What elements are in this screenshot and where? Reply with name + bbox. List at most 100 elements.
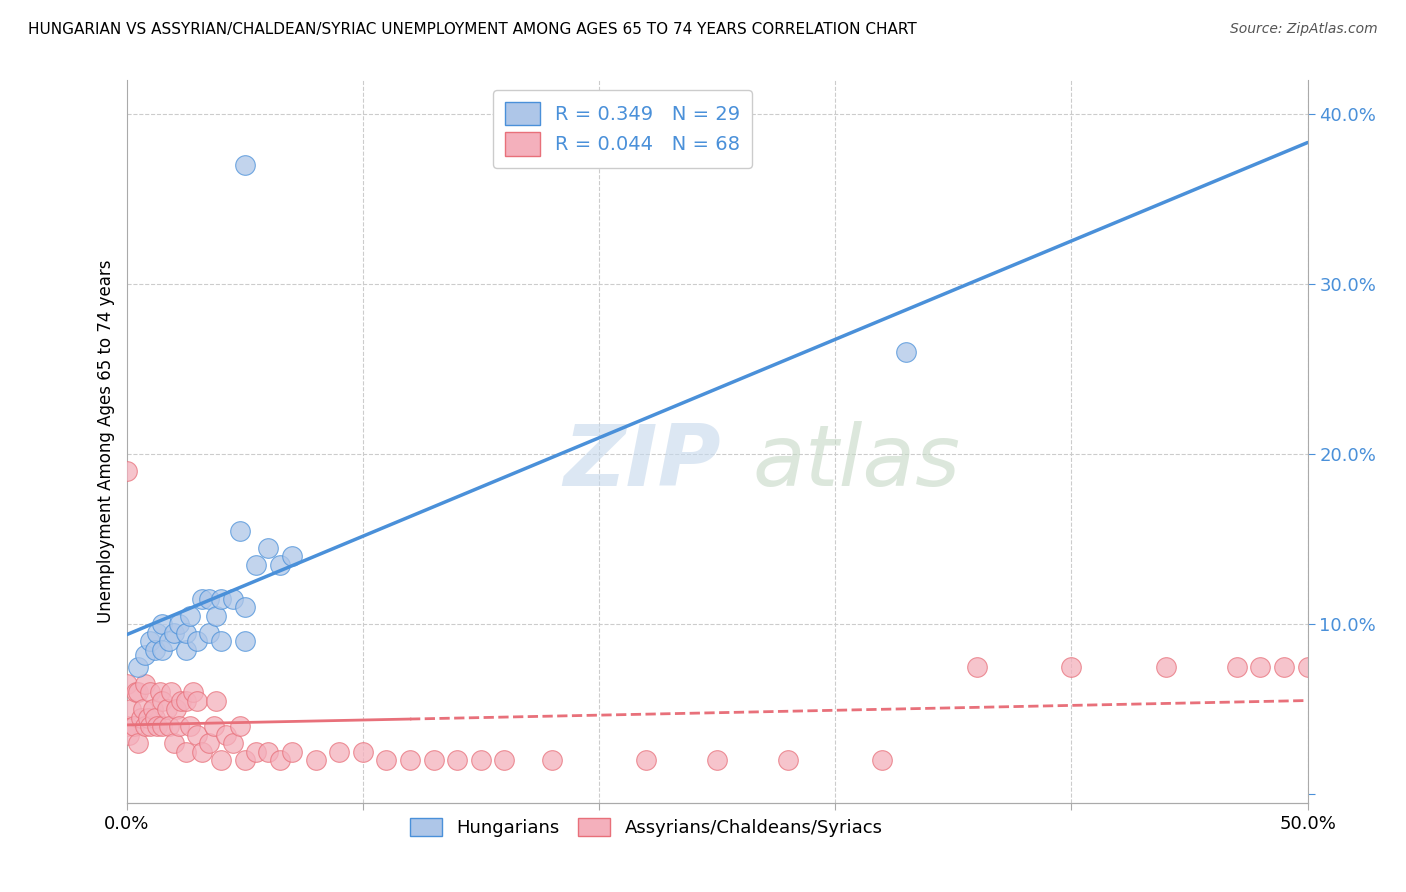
Point — [157, 634, 180, 648]
Point — [143, 711, 166, 725]
Point — [209, 591, 232, 606]
Y-axis label: Unemployment Among Ages 65 to 74 years: Unemployment Among Ages 65 to 74 years — [97, 260, 115, 624]
Point — [233, 600, 256, 615]
Point — [1060, 660, 1083, 674]
Point — [894, 345, 917, 359]
Point — [186, 694, 208, 708]
Point — [205, 608, 228, 623]
Point — [233, 634, 256, 648]
Point — [167, 617, 190, 632]
Point — [150, 694, 173, 708]
Text: HUNGARIAN VS ASSYRIAN/CHALDEAN/SYRIAC UNEMPLOYMENT AMONG AGES 65 TO 74 YEARS COR: HUNGARIAN VS ASSYRIAN/CHALDEAN/SYRIAC UN… — [28, 22, 917, 37]
Point — [149, 685, 172, 699]
Point — [127, 660, 149, 674]
Point — [257, 745, 280, 759]
Point — [494, 753, 516, 767]
Point — [1249, 660, 1271, 674]
Text: Source: ZipAtlas.com: Source: ZipAtlas.com — [1230, 22, 1378, 37]
Point — [328, 745, 350, 759]
Point — [540, 753, 562, 767]
Point — [139, 685, 162, 699]
Point — [167, 719, 190, 733]
Point — [156, 702, 179, 716]
Point — [115, 719, 138, 733]
Point — [136, 711, 159, 725]
Point — [229, 719, 252, 733]
Point — [281, 549, 304, 564]
Point — [122, 719, 145, 733]
Point — [120, 702, 142, 716]
Point — [198, 736, 221, 750]
Point — [198, 625, 221, 640]
Point — [132, 702, 155, 716]
Point — [269, 753, 291, 767]
Point — [304, 753, 326, 767]
Point — [191, 591, 214, 606]
Point — [872, 753, 894, 767]
Text: ZIP: ZIP — [564, 421, 721, 504]
Point — [446, 753, 468, 767]
Point — [118, 728, 141, 742]
Text: atlas: atlas — [752, 421, 960, 504]
Point — [399, 753, 422, 767]
Point — [115, 677, 138, 691]
Point — [186, 728, 208, 742]
Point — [209, 634, 232, 648]
Point — [1272, 660, 1295, 674]
Point — [375, 753, 398, 767]
Point — [127, 736, 149, 750]
Point — [202, 719, 225, 733]
Point — [222, 736, 245, 750]
Point — [174, 745, 197, 759]
Point — [134, 648, 156, 662]
Point — [179, 719, 201, 733]
Point — [1226, 660, 1249, 674]
Point — [160, 685, 183, 699]
Point — [281, 745, 304, 759]
Point — [222, 591, 245, 606]
Point — [146, 625, 169, 640]
Point — [233, 158, 256, 172]
Point — [150, 719, 173, 733]
Point — [205, 694, 228, 708]
Point — [150, 617, 173, 632]
Point — [636, 753, 658, 767]
Point — [163, 736, 186, 750]
Point — [125, 685, 148, 699]
Point — [422, 753, 444, 767]
Point — [966, 660, 988, 674]
Point — [229, 524, 252, 538]
Point — [245, 745, 267, 759]
Point — [134, 719, 156, 733]
Point — [245, 558, 267, 572]
Point — [134, 677, 156, 691]
Point — [129, 711, 152, 725]
Point — [198, 591, 221, 606]
Point — [146, 719, 169, 733]
Legend: Hungarians, Assyrians/Chaldeans/Syriacs: Hungarians, Assyrians/Chaldeans/Syriacs — [402, 811, 890, 845]
Point — [1154, 660, 1177, 674]
Point — [139, 719, 162, 733]
Point — [706, 753, 728, 767]
Point — [157, 719, 180, 733]
Point — [352, 745, 374, 759]
Point — [215, 728, 238, 742]
Point — [174, 642, 197, 657]
Point — [257, 541, 280, 555]
Point — [1296, 660, 1319, 674]
Point — [143, 642, 166, 657]
Point — [115, 464, 138, 478]
Point — [233, 753, 256, 767]
Point — [191, 745, 214, 759]
Point — [163, 625, 186, 640]
Point — [181, 685, 204, 699]
Point — [170, 694, 193, 708]
Point — [139, 634, 162, 648]
Point — [186, 634, 208, 648]
Point — [209, 753, 232, 767]
Point — [174, 694, 197, 708]
Point — [470, 753, 492, 767]
Point — [179, 608, 201, 623]
Point — [127, 685, 149, 699]
Point — [269, 558, 291, 572]
